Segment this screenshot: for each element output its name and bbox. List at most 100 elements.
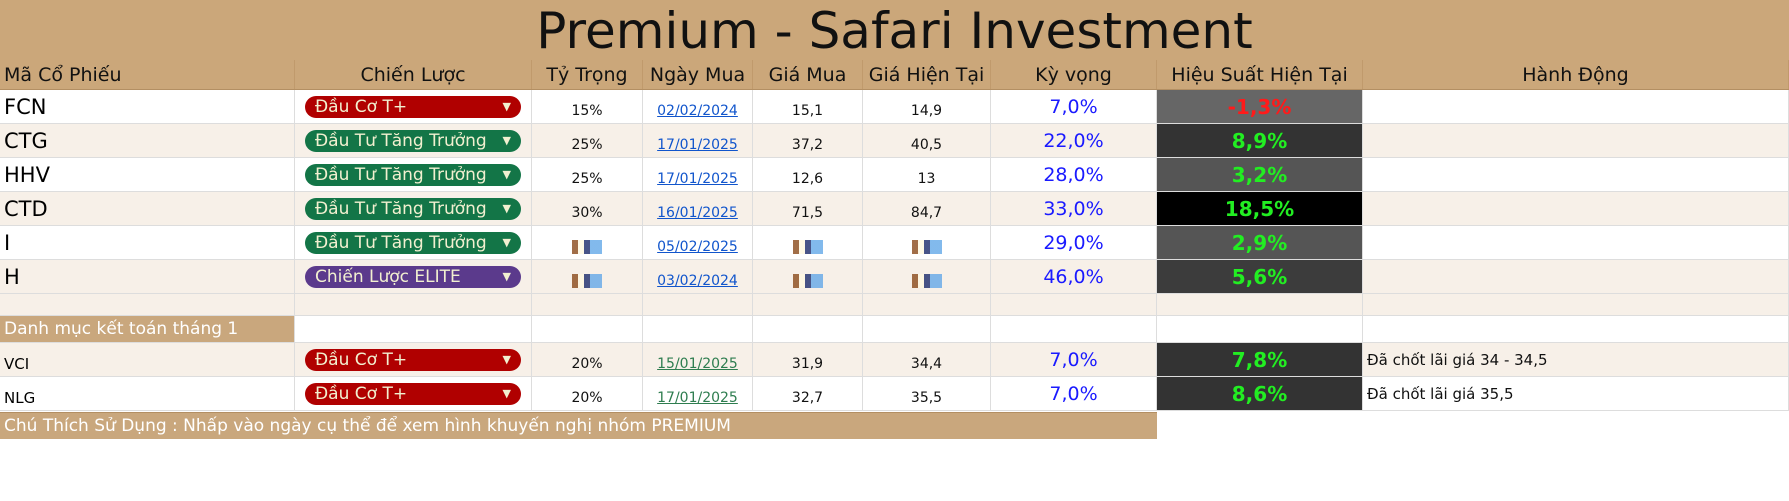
ticker-cell: CTD [0, 192, 295, 225]
strategy-cell: Đầu Cơ T+ ▼ [295, 377, 532, 410]
ticker-cell: VCI [0, 343, 295, 376]
strategy-dropdown[interactable]: Đầu Cơ T+ ▼ [305, 382, 521, 405]
strategy-cell: Đầu Tư Tăng Trưởng ▼ [295, 158, 532, 191]
table-row: H Chiến Lược ELITE ▼ 03/02/2024 46,0% 5,6… [0, 260, 1789, 294]
action-cell [1363, 192, 1789, 225]
table-row: HHV Đầu Tư Tăng Trưởng ▼ 25% 17/01/2025 1… [0, 158, 1789, 192]
header-current-price: Giá Hiện Tại [863, 60, 991, 89]
strategy-label: Đầu Cơ T+ [315, 383, 408, 404]
current-price-cell: 34,4 [863, 343, 991, 376]
performance-cell: 7,8% [1157, 343, 1363, 376]
strategy-cell: Đầu Cơ T+ ▼ [295, 343, 532, 376]
current-price-cell: 35,5 [863, 377, 991, 410]
date-cell: 15/01/2025 [643, 343, 753, 376]
redacted-value [792, 239, 823, 254]
empty-row [0, 294, 1789, 316]
buy-date-link[interactable]: 17/01/2025 [657, 170, 738, 187]
performance-cell: 8,6% [1157, 377, 1363, 410]
strategy-dropdown[interactable]: Chiến Lược ELITE ▼ [305, 265, 521, 288]
strategy-cell: Đầu Tư Tăng Trưởng ▼ [295, 192, 532, 225]
strategy-dropdown[interactable]: Đầu Tư Tăng Trưởng ▼ [305, 197, 521, 220]
weight-cell [532, 260, 643, 293]
buy-date-link[interactable]: 16/01/2025 [657, 204, 738, 221]
header-row: Mã Cổ Phiếu Chiến Lược Tỷ Trọng Ngày Mua… [0, 60, 1789, 90]
weight-cell [532, 226, 643, 259]
section-row: Danh mục kết toán tháng 1 [0, 316, 1789, 343]
table-row: VCI Đầu Cơ T+ ▼ 20% 15/01/2025 31,9 34,4 … [0, 343, 1789, 377]
performance-cell: 5,6% [1157, 260, 1363, 293]
strategy-label: Đầu Tư Tăng Trưởng [315, 232, 487, 253]
date-cell: 05/02/2025 [643, 226, 753, 259]
header-expectation: Kỳ vọng [991, 60, 1157, 89]
redacted-value [911, 273, 942, 288]
strategy-label: Đầu Tư Tăng Trưởng [315, 130, 487, 151]
buy-date-link[interactable]: 15/01/2025 [657, 355, 738, 372]
buy-date-link[interactable]: 05/02/2025 [657, 238, 738, 255]
header-buy-date: Ngày Mua [643, 60, 753, 89]
strategy-dropdown[interactable]: Đầu Tư Tăng Trưởng ▼ [305, 231, 521, 254]
performance-cell: -1,3% [1157, 90, 1363, 123]
strategy-label: Đầu Tư Tăng Trưởng [315, 198, 487, 219]
current-price-cell [863, 260, 991, 293]
portfolio-table: Mã Cổ Phiếu Chiến Lược Tỷ Trọng Ngày Mua… [0, 60, 1789, 411]
performance-cell: 2,9% [1157, 226, 1363, 259]
weight-cell: 30% [532, 192, 643, 225]
date-cell: 02/02/2024 [643, 90, 753, 123]
buy-price-cell: 12,6 [753, 158, 863, 191]
expectation-cell: 46,0% [991, 260, 1157, 293]
current-price-cell: 14,9 [863, 90, 991, 123]
weight-cell: 15% [532, 90, 643, 123]
strategy-label: Đầu Tư Tăng Trưởng [315, 164, 487, 185]
chevron-down-icon: ▼ [502, 353, 511, 366]
ticker-cell: CTG [0, 124, 295, 157]
action-cell [1363, 226, 1789, 259]
buy-price-cell: 15,1 [753, 90, 863, 123]
table-row: NLG Đầu Cơ T+ ▼ 20% 17/01/2025 32,7 35,5 … [0, 377, 1789, 411]
buy-price-cell [753, 260, 863, 293]
strategy-label: Chiến Lược ELITE [315, 266, 461, 287]
strategy-dropdown[interactable]: Đầu Tư Tăng Trưởng ▼ [305, 163, 521, 186]
action-cell [1363, 90, 1789, 123]
chevron-down-icon: ▼ [502, 202, 511, 215]
chevron-down-icon: ▼ [502, 134, 511, 147]
strategy-dropdown[interactable]: Đầu Tư Tăng Trưởng ▼ [305, 129, 521, 152]
page-title: Premium - Safari Investment [0, 0, 1789, 60]
strategy-cell: Đầu Cơ T+ ▼ [295, 90, 532, 123]
date-cell: 16/01/2025 [643, 192, 753, 225]
redacted-value [911, 239, 942, 254]
buy-date-link[interactable]: 17/01/2025 [657, 389, 738, 406]
buy-price-cell: 31,9 [753, 343, 863, 376]
redacted-value [572, 239, 602, 254]
date-cell: 17/01/2025 [643, 158, 753, 191]
table-row: CTD Đầu Tư Tăng Trưởng ▼ 30% 16/01/2025 7… [0, 192, 1789, 226]
chevron-down-icon: ▼ [502, 236, 511, 249]
expectation-cell: 33,0% [991, 192, 1157, 225]
header-performance: Hiệu Suất Hiện Tại [1157, 60, 1363, 89]
ticker-cell: I [0, 226, 295, 259]
ticker-cell: HHV [0, 158, 295, 191]
weight-cell: 20% [532, 377, 643, 410]
action-cell [1363, 260, 1789, 293]
strategy-dropdown[interactable]: Đầu Cơ T+ ▼ [305, 348, 521, 371]
buy-price-cell: 71,5 [753, 192, 863, 225]
strategy-cell: Chiến Lược ELITE ▼ [295, 260, 532, 293]
strategy-dropdown[interactable]: Đầu Cơ T+ ▼ [305, 95, 521, 118]
performance-cell: 8,9% [1157, 124, 1363, 157]
table-row: FCN Đầu Cơ T+ ▼ 15% 02/02/2024 15,1 14,9 … [0, 90, 1789, 124]
buy-date-link[interactable]: 17/01/2025 [657, 136, 738, 153]
weight-cell: 20% [532, 343, 643, 376]
weight-cell: 25% [532, 124, 643, 157]
ticker-cell: FCN [0, 90, 295, 123]
expectation-cell: 22,0% [991, 124, 1157, 157]
performance-cell: 3,2% [1157, 158, 1363, 191]
expectation-cell: 7,0% [991, 90, 1157, 123]
header-buy-price: Giá Mua [753, 60, 863, 89]
buy-date-link[interactable]: 02/02/2024 [657, 102, 738, 119]
strategy-cell: Đầu Tư Tăng Trưởng ▼ [295, 124, 532, 157]
action-cell: Đã chốt lãi giá 34 - 34,5 [1363, 343, 1789, 376]
header-ticker: Mã Cổ Phiếu [0, 60, 295, 89]
date-cell: 17/01/2025 [643, 124, 753, 157]
date-cell: 17/01/2025 [643, 377, 753, 410]
buy-price-cell [753, 226, 863, 259]
buy-date-link[interactable]: 03/02/2024 [657, 272, 738, 289]
